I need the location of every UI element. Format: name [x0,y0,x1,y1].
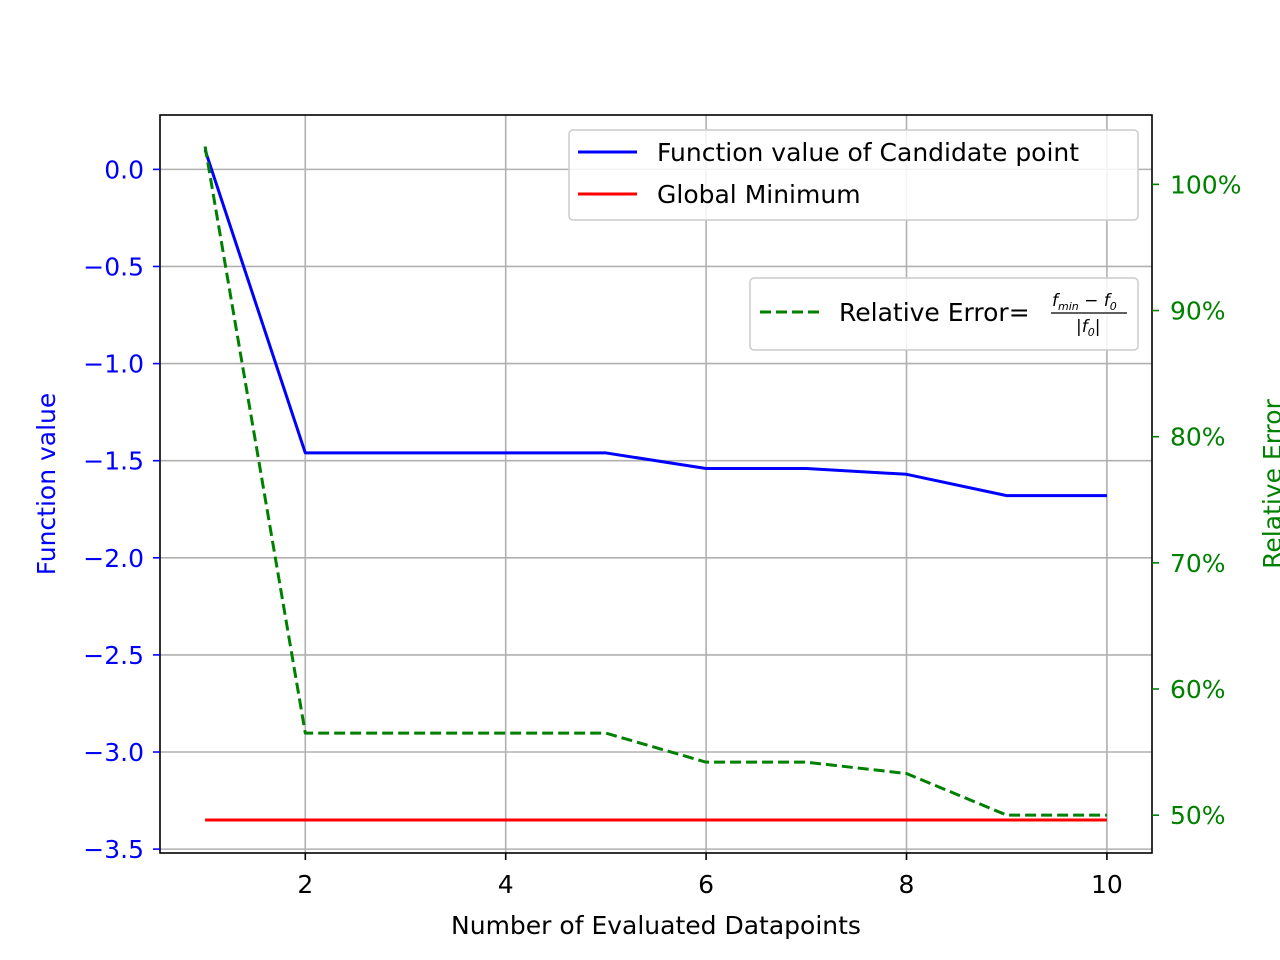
formula-f: f [1052,291,1061,311]
grid [160,115,1152,853]
y-tick-label: −0.5 [83,252,144,281]
x-axis: 2 4 6 8 10 [297,853,1123,899]
formula-sub-min: min [1058,300,1079,313]
legend-label-relative-error: Relative Error= [839,298,1030,327]
x-tick-label: 6 [698,870,714,899]
formula-den-close: | [1095,317,1101,337]
x-tick-label: 4 [498,870,514,899]
y2-tick-label: 90% [1170,297,1226,326]
y2-tick-label: 60% [1170,675,1226,704]
series-line-candidate [203,149,1107,498]
y2-axis-label: Relative Error [1258,398,1280,568]
formula-sub-0: 0 [1110,300,1117,313]
y-tick-label: −3.0 [83,738,144,767]
y-tick-label: −2.0 [83,544,144,573]
legend-formula-denominator: |f0| [1076,317,1100,339]
y2-tick-label: 80% [1170,423,1226,452]
legend-left-box [568,129,1139,221]
formula-den-sub: 0 [1088,326,1095,339]
x-tick-label: 10 [1091,870,1123,899]
legend-right: Relative Error= fmin − f0 |f0| [749,277,1139,351]
formula-den-open: |f [1076,317,1091,337]
y-tick-label: −1.0 [83,350,144,379]
y-tick-label: −2.5 [83,641,144,670]
x-tick-label: 8 [899,870,915,899]
plot-frame [159,114,1153,854]
y-tick-label: 0.0 [104,155,144,184]
y2-tick-label: 100% [1170,170,1241,199]
legend-left: Function value of Candidate point Global… [568,129,1139,221]
y-axis-label: Function value [32,393,61,576]
y-axis-left: 0.0 −0.5 −1.0 −1.5 −2.0 −2.5 −3.0 −3.5 [83,155,160,864]
legend-label-global-min: Global Minimum [657,180,861,209]
legend-right-box [749,277,1139,351]
series-layer [203,146,1107,822]
y2-tick-label: 70% [1170,549,1226,578]
y-axis-right: 50% 60% 70% 80% 90% 100% [1152,170,1241,830]
y-tick-label: −1.5 [83,447,144,476]
x-tick-label: 2 [297,870,313,899]
y-tick-label: −3.5 [83,835,144,864]
y2-tick-label: 50% [1170,801,1226,830]
legend-label-candidate: Function value of Candidate point [657,138,1079,167]
formula-minus: − f [1079,291,1113,311]
series-line-relative-error [203,146,1107,817]
legend-formula-numerator: fmin − f0 [1052,291,1117,313]
x-axis-label: Number of Evaluated Datapoints [451,911,861,940]
